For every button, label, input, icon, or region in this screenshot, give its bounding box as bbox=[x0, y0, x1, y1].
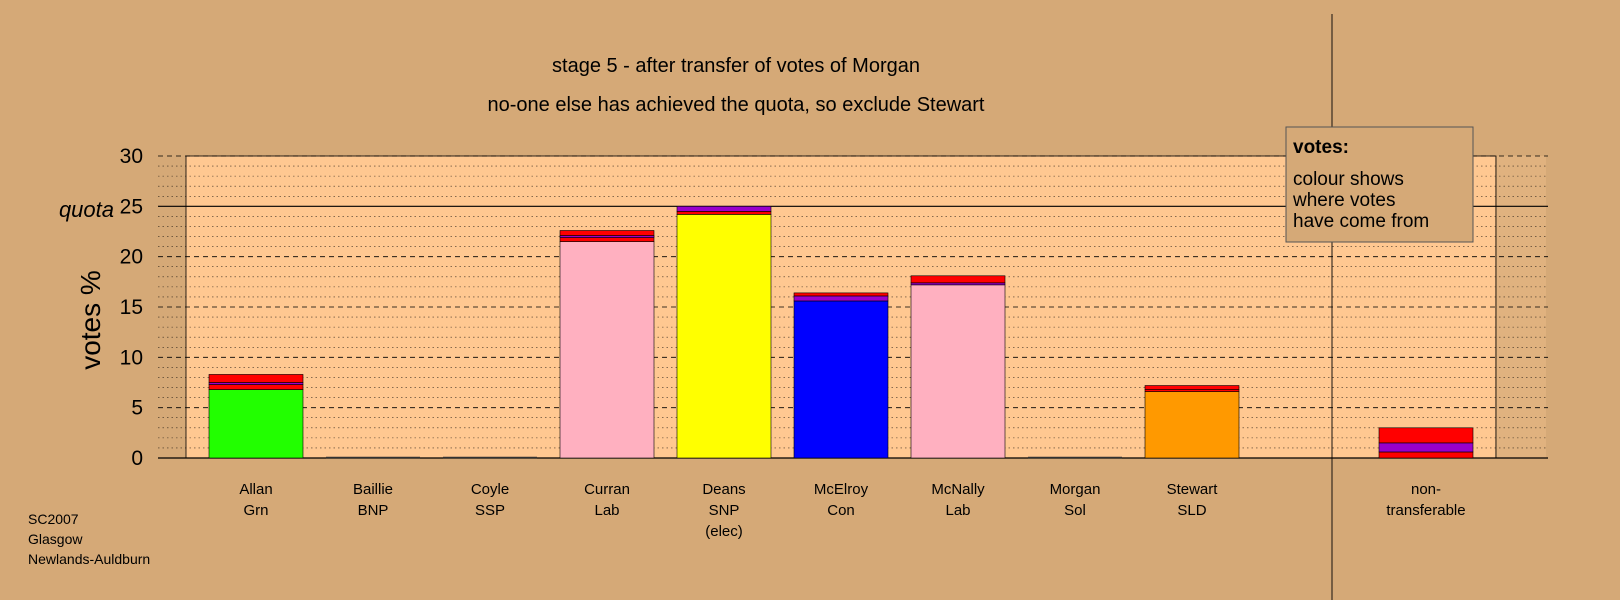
candidate-label: Allan bbox=[239, 481, 272, 498]
bar-segment bbox=[910, 275, 1006, 284]
bar-segment bbox=[793, 295, 889, 302]
candidate-label: McElroy bbox=[814, 481, 869, 498]
bar-segment bbox=[1144, 385, 1240, 390]
footnote: SC2007 Glasgow Newlands-Auldburn bbox=[28, 511, 150, 567]
quota-label: quota bbox=[59, 197, 114, 222]
legend: votes: colour shows where votes have com… bbox=[1285, 126, 1474, 243]
legend-line-3: have come from bbox=[1293, 211, 1429, 232]
candidate-label: Lab bbox=[945, 502, 970, 519]
y-tick-label: 20 bbox=[120, 246, 143, 269]
footnote-line-1: SC2007 bbox=[28, 511, 79, 527]
bar-segment bbox=[1144, 389, 1240, 392]
candidate-label: Baillie bbox=[353, 481, 393, 498]
footnote-line-2: Glasgow bbox=[28, 531, 83, 547]
bar-segment bbox=[208, 382, 304, 385]
footnote-line-3: Newlands-Auldburn bbox=[28, 551, 150, 567]
bar-segment bbox=[208, 374, 304, 383]
candidate-label: Con bbox=[827, 502, 855, 519]
candidate-label: Grn bbox=[243, 502, 268, 519]
candidate-label: Curran bbox=[584, 481, 630, 498]
y-axis-label: votes % bbox=[75, 270, 106, 370]
y-tick-label: 0 bbox=[131, 447, 143, 470]
y-tick-label: 10 bbox=[120, 346, 143, 369]
legend-line-2: where votes bbox=[1292, 190, 1395, 211]
bar-segment bbox=[559, 241, 655, 459]
candidate-labels: Allan Grn Baillie BNP Coyle SSP Curran Lab Deans… bbox=[239, 481, 1465, 540]
bar-segment bbox=[910, 282, 1006, 286]
candidate-label: Stewart bbox=[1167, 481, 1219, 498]
candidate-label: Deans bbox=[702, 481, 745, 498]
bar-segment bbox=[910, 284, 1006, 459]
candidate-label: transferable bbox=[1386, 502, 1465, 519]
bar-segment bbox=[559, 237, 655, 242]
bar-segment bbox=[1144, 391, 1240, 459]
legend-line-1: colour shows bbox=[1293, 169, 1404, 190]
candidate-label: Lab bbox=[594, 502, 619, 519]
bar-segment bbox=[1378, 427, 1474, 444]
candidate-label: non- bbox=[1411, 481, 1441, 498]
chart-title: stage 5 - after transfer of votes of Mor… bbox=[552, 55, 920, 77]
bar-segment bbox=[676, 214, 772, 459]
bar-segment bbox=[559, 235, 655, 238]
legend-title: votes: bbox=[1293, 137, 1349, 158]
bar-segment bbox=[1378, 451, 1474, 459]
legend-box bbox=[1285, 126, 1474, 243]
candidate-label: Coyle bbox=[471, 481, 509, 498]
bar-segment bbox=[1378, 442, 1474, 453]
bar-segment bbox=[208, 389, 304, 459]
candidate-label: (elec) bbox=[705, 523, 743, 540]
y-tick-labels: 0 5 10 15 20 25 30 bbox=[120, 145, 143, 470]
candidate-label: McNally bbox=[931, 481, 985, 498]
candidate-label: Sol bbox=[1064, 502, 1086, 519]
bar-segment bbox=[793, 292, 889, 297]
y-tick-label: 15 bbox=[120, 296, 143, 319]
bars bbox=[208, 206, 1474, 459]
bar-segment bbox=[208, 384, 304, 390]
y-tick-label: 5 bbox=[131, 397, 143, 420]
bar-segment bbox=[559, 230, 655, 236]
y-tick-label: 30 bbox=[120, 145, 143, 168]
chart-subtitle: no-one else has achieved the quota, so e… bbox=[488, 94, 985, 116]
bar-segment bbox=[793, 300, 889, 459]
candidate-label: SNP bbox=[709, 502, 740, 519]
candidate-label: SLD bbox=[1177, 502, 1206, 519]
candidate-label: BNP bbox=[358, 502, 389, 519]
bar-segment bbox=[676, 206, 772, 212]
candidate-label: Morgan bbox=[1050, 481, 1101, 498]
candidate-label: SSP bbox=[475, 502, 505, 519]
y-tick-label: 25 bbox=[120, 195, 143, 218]
bar-segment bbox=[676, 211, 772, 215]
